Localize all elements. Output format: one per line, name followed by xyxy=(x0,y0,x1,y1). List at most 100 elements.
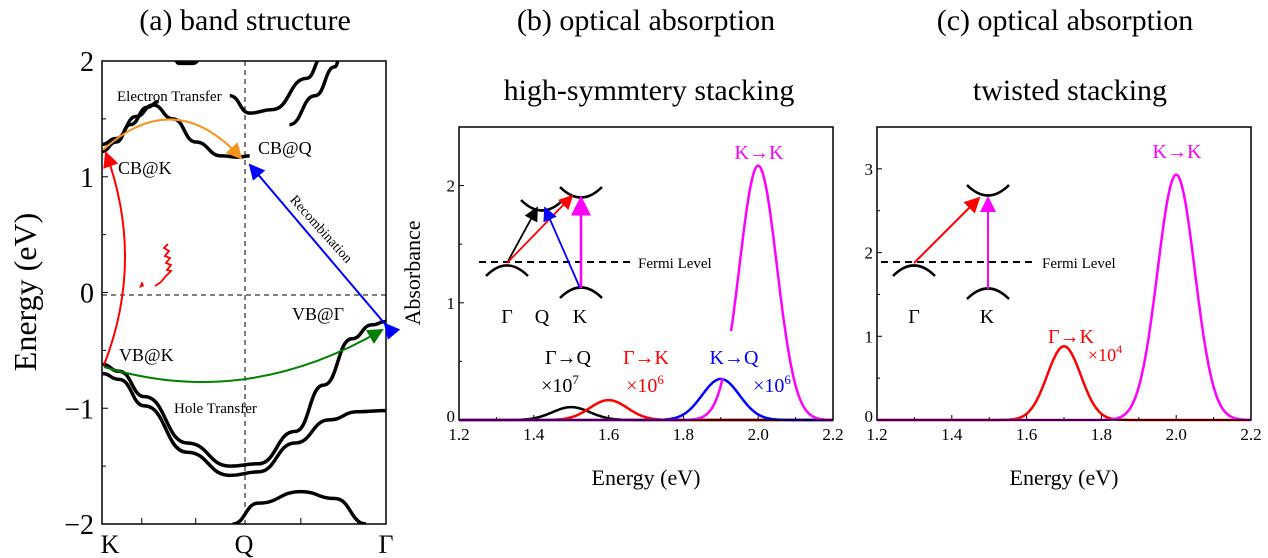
series-curve xyxy=(459,398,833,422)
panel-a-xtick-label: K xyxy=(101,530,120,558)
xtick-label: 2.2 xyxy=(822,425,843,444)
panel-b-ylabel: Absorbance xyxy=(400,220,425,325)
ytick-label: 3 xyxy=(865,160,874,179)
panel-a-ytick-label: 0 xyxy=(80,279,94,310)
panel-a-title: (a) band structure xyxy=(139,4,351,37)
band-cb-upper-3 xyxy=(288,61,340,127)
band-vb-1 xyxy=(102,319,386,468)
ytick-label: 0 xyxy=(865,407,874,426)
panel-b-subtitle: high-symmtery stacking xyxy=(504,74,795,107)
panel-b-inset: Fermi Level Γ Q K xyxy=(479,186,712,328)
recombination-arrow xyxy=(248,163,401,340)
gamma-valence-valley xyxy=(485,264,529,277)
xtick-label: 1.6 xyxy=(598,425,619,444)
xtick-label: 1.8 xyxy=(673,425,694,444)
xtick-label: 1.6 xyxy=(1016,425,1037,444)
series-label-k-q: K→Q xyxy=(710,347,759,369)
xtick-label: 2.0 xyxy=(1166,425,1187,444)
panel-c-subtitle: twisted stacking xyxy=(973,74,1167,107)
k-to-q-arrow xyxy=(543,206,581,289)
recombination-label: Recombination xyxy=(286,193,354,267)
series-label-k-k: K→K xyxy=(735,142,784,164)
panel-a-ylabel: Energy (eV) xyxy=(7,213,43,371)
panel-a-ytick-label: −2 xyxy=(64,510,94,541)
panel-b-frame xyxy=(458,126,834,421)
gamma-to-k-arrow xyxy=(913,196,981,264)
band-cb-upper-2 xyxy=(229,61,320,115)
ytick-label: 2 xyxy=(865,244,874,263)
band-cb-upper-1 xyxy=(174,61,200,66)
photon-icon xyxy=(154,243,173,287)
inset-c-k-label: K xyxy=(980,306,995,328)
gamma-to-q-arrow xyxy=(506,206,538,264)
panel-b: (b) optical absorption high-symmtery sta… xyxy=(400,4,844,490)
xtick-label: 1.2 xyxy=(448,425,469,444)
band-vb-2 xyxy=(102,371,386,478)
panel-c-axes: 1.2 1.4 1.6 1.8 2.0 2.2 0 1 2 3 xyxy=(865,160,1262,444)
panel-c: (c) optical absorption twisted stacking … xyxy=(865,4,1262,490)
q-conduction-valley xyxy=(520,199,564,212)
inset-b-gamma-label: Γ xyxy=(501,306,513,328)
scale-label-gamma-q: ×107 xyxy=(541,372,579,397)
panel-c-frame xyxy=(876,126,1252,421)
xtick-label: 2.0 xyxy=(748,425,769,444)
xtick-label: 1.2 xyxy=(866,425,887,444)
k-conduction-valley xyxy=(966,184,1010,197)
excitation-arrow xyxy=(103,151,126,366)
panel-a-ytick-label: −1 xyxy=(64,394,94,425)
electron-transfer-label: Electron Transfer xyxy=(117,89,222,105)
panel-a-xtick-label: Γ xyxy=(378,530,393,558)
ytick-label: 1 xyxy=(865,327,874,346)
k-valence-valley xyxy=(559,286,603,299)
panel-a: (a) band structure Energy (eV) 2 1 0 −1 −2K Q… xyxy=(7,4,401,558)
panel-b-title: (b) optical absorption xyxy=(517,4,775,37)
series-curve xyxy=(877,173,1251,422)
xtick-label: 2.2 xyxy=(1240,425,1261,444)
panel-c-curves xyxy=(877,173,1251,422)
band-vb-3 xyxy=(232,489,367,524)
xtick-label: 1.4 xyxy=(941,425,963,444)
hole-transfer-label: Hole Transfer xyxy=(174,401,257,417)
panel-a-frame xyxy=(101,60,387,525)
k-valence-valley xyxy=(966,287,1010,300)
photon-arrowhead-icon xyxy=(139,281,144,288)
series-curve xyxy=(877,345,1251,422)
ytick-label: 2 xyxy=(447,177,456,196)
ytick-label: 1 xyxy=(447,294,456,313)
series-label-gamma-k: Γ→K xyxy=(623,347,670,369)
panel-a-bands xyxy=(102,61,386,524)
panel-c-xlabel: Energy (eV) xyxy=(1010,465,1119,490)
panel-c-inset: Fermi Level Γ K xyxy=(881,184,1116,328)
gamma-to-k-arrow xyxy=(506,194,574,264)
scale-label-gamma-k: ×106 xyxy=(626,372,664,397)
ytick-label: 0 xyxy=(447,407,456,426)
k-conduction-valley xyxy=(559,186,603,199)
scale-label-gamma-k: ×104 xyxy=(1088,342,1122,365)
cb-k-label: CB@K xyxy=(118,158,172,178)
inset-b-q-label: Q xyxy=(535,306,550,328)
vb-gamma-label: VB@Γ xyxy=(292,304,344,324)
inset-c-gamma-label: Γ xyxy=(908,306,920,328)
scale-label-k-q: ×106 xyxy=(753,372,791,397)
panel-a-ytick-label: 2 xyxy=(80,47,94,78)
gamma-valence-valley xyxy=(892,264,936,277)
vb-k-label: VB@K xyxy=(119,345,174,365)
xtick-label: 1.4 xyxy=(523,425,545,444)
fermi-level-label: Fermi Level xyxy=(638,256,712,272)
panel-a-ytick-label: 1 xyxy=(80,163,94,194)
panel-b-axes: 1.2 1.4 1.6 1.8 2.0 2.2 0 1 2 xyxy=(447,177,844,444)
series-label-k-k: K→K xyxy=(1153,141,1202,163)
series-label-gamma-q: Γ→Q xyxy=(545,347,592,369)
panel-b-xlabel: Energy (eV) xyxy=(592,465,701,490)
inset-b-k-label: K xyxy=(573,306,588,328)
xtick-label: 1.8 xyxy=(1091,425,1112,444)
panel-c-title: (c) optical absorption xyxy=(937,4,1194,37)
panel-a-xtick-label: Q xyxy=(235,530,254,558)
hole-transfer-arrow xyxy=(103,328,384,383)
panel-a-ticks: 2 1 0 −1 −2K Q Γ xyxy=(64,47,393,558)
series-label-gamma-k: Γ→K xyxy=(1048,326,1095,348)
fermi-level-label: Fermi Level xyxy=(1042,256,1116,272)
cb-q-label: CB@Q xyxy=(258,138,312,158)
electron-transfer-arrow xyxy=(102,118,243,160)
